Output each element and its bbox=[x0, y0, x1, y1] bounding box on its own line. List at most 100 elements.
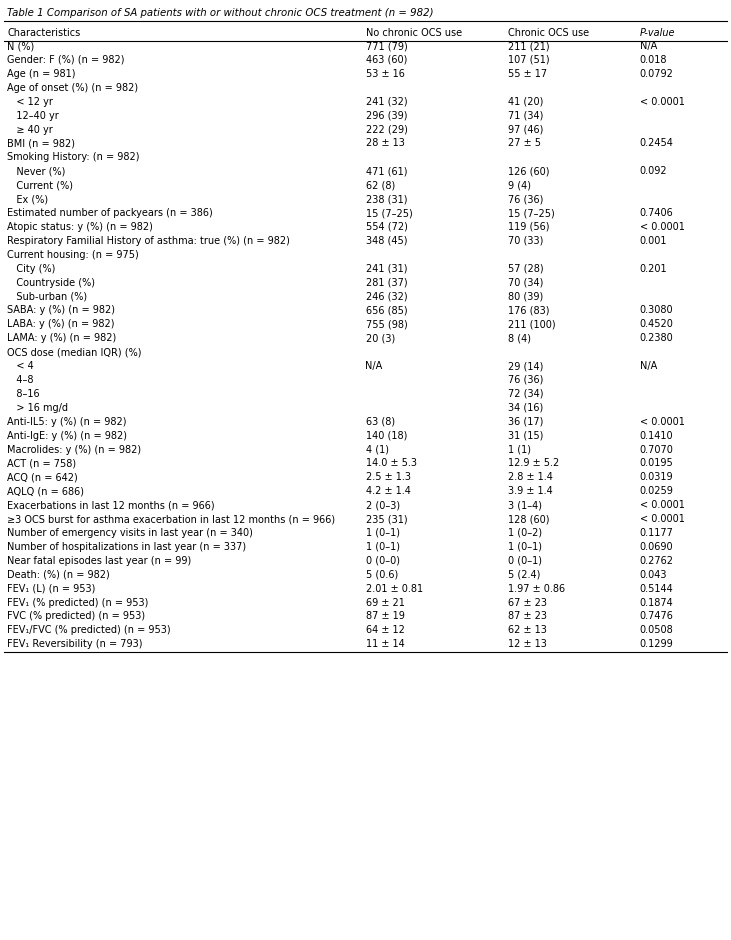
Text: 222 (29): 222 (29) bbox=[366, 124, 407, 134]
Text: N/A: N/A bbox=[366, 361, 383, 371]
Text: 235 (31): 235 (31) bbox=[366, 514, 407, 525]
Text: AQLQ (n = 686): AQLQ (n = 686) bbox=[7, 486, 84, 496]
Text: 241 (31): 241 (31) bbox=[366, 263, 407, 274]
Text: < 12 yr: < 12 yr bbox=[7, 97, 53, 107]
Text: Number of hospitalizations in last year (n = 337): Number of hospitalizations in last year … bbox=[7, 541, 246, 552]
Text: 0.0508: 0.0508 bbox=[640, 625, 673, 635]
Text: 0.201: 0.201 bbox=[640, 263, 667, 274]
Text: 2.5 ± 1.3: 2.5 ± 1.3 bbox=[366, 472, 411, 482]
Text: 176 (83): 176 (83) bbox=[508, 306, 550, 316]
Text: 1 (0–1): 1 (0–1) bbox=[366, 528, 400, 538]
Text: 76 (36): 76 (36) bbox=[508, 194, 543, 204]
Text: 0.7070: 0.7070 bbox=[640, 445, 673, 455]
Text: Respiratory Familial History of asthma: true (%) (n = 982): Respiratory Familial History of asthma: … bbox=[7, 236, 290, 246]
Text: < 4: < 4 bbox=[7, 361, 34, 371]
Text: Near fatal episodes last year (n = 99): Near fatal episodes last year (n = 99) bbox=[7, 556, 192, 566]
Text: 62 ± 13: 62 ± 13 bbox=[508, 625, 547, 635]
Text: FEV₁ (% predicted) (n = 953): FEV₁ (% predicted) (n = 953) bbox=[7, 598, 148, 607]
Text: 71 (34): 71 (34) bbox=[508, 111, 543, 120]
Text: 296 (39): 296 (39) bbox=[366, 111, 407, 120]
Text: LABA: y (%) (n = 982): LABA: y (%) (n = 982) bbox=[7, 320, 115, 329]
Text: 755 (98): 755 (98) bbox=[366, 320, 407, 329]
Text: FEV₁ (L) (n = 953): FEV₁ (L) (n = 953) bbox=[7, 584, 96, 594]
Text: 72 (34): 72 (34) bbox=[508, 389, 544, 399]
Text: 0.0792: 0.0792 bbox=[640, 69, 673, 79]
Text: 31 (15): 31 (15) bbox=[508, 431, 543, 441]
Text: 119 (56): 119 (56) bbox=[508, 222, 550, 232]
Text: 107 (51): 107 (51) bbox=[508, 55, 550, 65]
Text: 0.043: 0.043 bbox=[640, 570, 667, 580]
Text: 3 (1–4): 3 (1–4) bbox=[508, 500, 542, 510]
Text: 211 (100): 211 (100) bbox=[508, 320, 556, 329]
Text: 76 (36): 76 (36) bbox=[508, 375, 543, 385]
Text: 0.2380: 0.2380 bbox=[640, 333, 673, 343]
Text: 0.0195: 0.0195 bbox=[640, 459, 673, 468]
Text: P-value: P-value bbox=[640, 28, 675, 38]
Text: 15 (7–25): 15 (7–25) bbox=[366, 208, 412, 218]
Text: 53 ± 16: 53 ± 16 bbox=[366, 69, 404, 79]
Text: 463 (60): 463 (60) bbox=[366, 55, 407, 65]
Text: 12–40 yr: 12–40 yr bbox=[7, 111, 59, 120]
Text: City (%): City (%) bbox=[7, 263, 56, 274]
Text: 126 (60): 126 (60) bbox=[508, 166, 550, 177]
Text: 41 (20): 41 (20) bbox=[508, 97, 543, 107]
Text: Atopic status: y (%) (n = 982): Atopic status: y (%) (n = 982) bbox=[7, 222, 154, 232]
Text: 0.7406: 0.7406 bbox=[640, 208, 673, 218]
Text: N/A: N/A bbox=[640, 41, 657, 51]
Text: 471 (61): 471 (61) bbox=[366, 166, 407, 177]
Text: 8 (4): 8 (4) bbox=[508, 333, 531, 343]
Text: 771 (79): 771 (79) bbox=[366, 41, 407, 51]
Text: 2 (0–3): 2 (0–3) bbox=[366, 500, 400, 510]
Text: Characteristics: Characteristics bbox=[7, 28, 80, 38]
Text: Gender: F (%) (n = 982): Gender: F (%) (n = 982) bbox=[7, 55, 125, 65]
Text: Table 1 Comparison of SA patients with or without chronic OCS treatment (n = 982: Table 1 Comparison of SA patients with o… bbox=[7, 8, 434, 19]
Text: 20 (3): 20 (3) bbox=[366, 333, 395, 343]
Text: > 16 mg/d: > 16 mg/d bbox=[7, 402, 68, 413]
Text: 4.2 ± 1.4: 4.2 ± 1.4 bbox=[366, 486, 410, 496]
Text: 128 (60): 128 (60) bbox=[508, 514, 550, 525]
Text: 8–16: 8–16 bbox=[7, 389, 40, 399]
Text: < 0.0001: < 0.0001 bbox=[640, 514, 684, 525]
Text: FEV₁ Reversibility (n = 793): FEV₁ Reversibility (n = 793) bbox=[7, 639, 143, 650]
Text: 70 (34): 70 (34) bbox=[508, 277, 543, 288]
Text: Countryside (%): Countryside (%) bbox=[7, 277, 95, 288]
Text: 15 (7–25): 15 (7–25) bbox=[508, 208, 555, 218]
Text: 0.2454: 0.2454 bbox=[640, 138, 673, 149]
Text: 80 (39): 80 (39) bbox=[508, 291, 543, 302]
Text: 1 (1): 1 (1) bbox=[508, 445, 531, 455]
Text: Chronic OCS use: Chronic OCS use bbox=[508, 28, 589, 38]
Text: 3.9 ± 1.4: 3.9 ± 1.4 bbox=[508, 486, 553, 496]
Text: 1 (0–1): 1 (0–1) bbox=[366, 541, 400, 552]
Text: 9 (4): 9 (4) bbox=[508, 180, 531, 190]
Text: 1 (0–2): 1 (0–2) bbox=[508, 528, 542, 538]
Text: 554 (72): 554 (72) bbox=[366, 222, 407, 232]
Text: LAMA: y (%) (n = 982): LAMA: y (%) (n = 982) bbox=[7, 333, 116, 343]
Text: 87 ± 19: 87 ± 19 bbox=[366, 611, 404, 621]
Text: Current housing: (n = 975): Current housing: (n = 975) bbox=[7, 250, 139, 259]
Text: 2.01 ± 0.81: 2.01 ± 0.81 bbox=[366, 584, 423, 594]
Text: < 0.0001: < 0.0001 bbox=[640, 416, 684, 427]
Text: Age of onset (%) (n = 982): Age of onset (%) (n = 982) bbox=[7, 83, 138, 93]
Text: Sub-urban (%): Sub-urban (%) bbox=[7, 291, 88, 302]
Text: 140 (18): 140 (18) bbox=[366, 431, 407, 441]
Text: 246 (32): 246 (32) bbox=[366, 291, 407, 302]
Text: 12.9 ± 5.2: 12.9 ± 5.2 bbox=[508, 459, 559, 468]
Text: 1 (0–1): 1 (0–1) bbox=[508, 541, 542, 552]
Text: Ex (%): Ex (%) bbox=[7, 194, 48, 204]
Text: 4 (1): 4 (1) bbox=[366, 445, 388, 455]
Text: 0.4520: 0.4520 bbox=[640, 320, 673, 329]
Text: 0.1410: 0.1410 bbox=[640, 431, 673, 441]
Text: 0.3080: 0.3080 bbox=[640, 306, 673, 316]
Text: < 0.0001: < 0.0001 bbox=[640, 500, 684, 510]
Text: 64 ± 12: 64 ± 12 bbox=[366, 625, 404, 635]
Text: Estimated number of packyears (n = 386): Estimated number of packyears (n = 386) bbox=[7, 208, 213, 218]
Text: 87 ± 23: 87 ± 23 bbox=[508, 611, 547, 621]
Text: ≥3 OCS burst for asthma exacerbation in last 12 months (n = 966): ≥3 OCS burst for asthma exacerbation in … bbox=[7, 514, 336, 525]
Text: Number of emergency visits in last year (n = 340): Number of emergency visits in last year … bbox=[7, 528, 253, 538]
Text: 0.0690: 0.0690 bbox=[640, 541, 673, 552]
Text: OCS dose (median IQR) (%): OCS dose (median IQR) (%) bbox=[7, 347, 142, 357]
Text: Current (%): Current (%) bbox=[7, 180, 73, 190]
Text: 2.8 ± 1.4: 2.8 ± 1.4 bbox=[508, 472, 553, 482]
Text: 5 (0.6): 5 (0.6) bbox=[366, 570, 398, 580]
Text: 67 ± 23: 67 ± 23 bbox=[508, 598, 547, 607]
